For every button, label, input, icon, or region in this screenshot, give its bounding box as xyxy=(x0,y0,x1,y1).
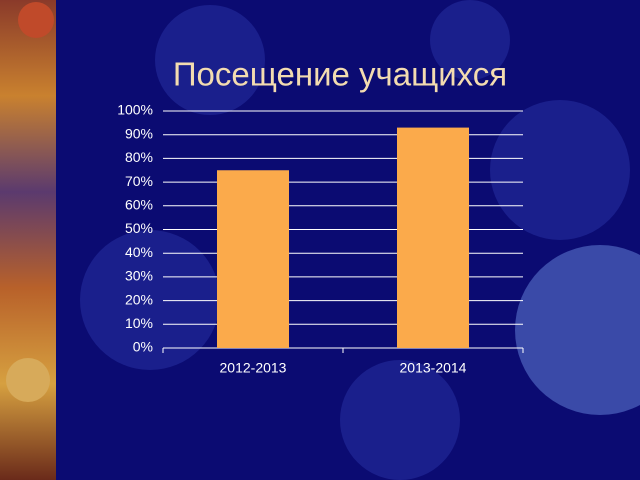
y-tick-label: 70% xyxy=(125,173,153,189)
side-image xyxy=(0,0,56,480)
y-tick-label: 50% xyxy=(125,220,153,236)
y-tick-label: 100% xyxy=(117,102,153,118)
y-tick-label: 10% xyxy=(125,315,153,331)
bar xyxy=(217,170,289,348)
x-tick-label: 2012-2013 xyxy=(220,360,287,376)
gear-decoration xyxy=(6,358,50,402)
y-tick-label: 40% xyxy=(125,244,153,260)
x-tick-label: 2013-2014 xyxy=(400,360,467,376)
y-tick-label: 20% xyxy=(125,291,153,307)
y-tick-label: 80% xyxy=(125,149,153,165)
gear-decoration xyxy=(18,2,54,38)
y-tick-label: 30% xyxy=(125,268,153,284)
y-tick-label: 60% xyxy=(125,197,153,213)
bar xyxy=(397,127,469,348)
gear-decoration xyxy=(80,0,640,480)
y-tick-label: 90% xyxy=(125,125,153,141)
chart-title: Посещение учащихся xyxy=(173,56,507,93)
y-tick-label: 0% xyxy=(133,339,153,355)
